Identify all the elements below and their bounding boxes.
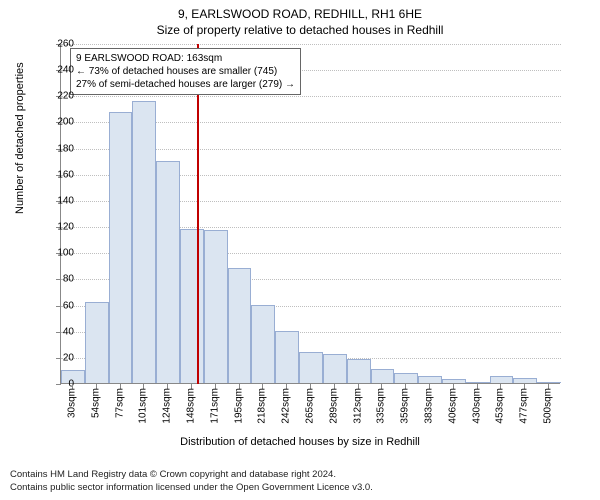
- xtick-label: 30sqm: [66, 388, 77, 418]
- ytick-label: 160: [44, 169, 74, 180]
- histogram-bar: [347, 359, 371, 383]
- histogram-bar: [418, 376, 442, 383]
- footer-line2: Contains public sector information licen…: [10, 482, 373, 494]
- ytick-label: 40: [44, 326, 74, 337]
- histogram-bar: [251, 305, 275, 383]
- xtick-label: 148sqm: [185, 388, 196, 424]
- histogram-bar: [299, 352, 323, 383]
- histogram-bar: [371, 369, 395, 383]
- histogram-bar: [323, 354, 347, 383]
- histogram-bar: [513, 378, 537, 383]
- xtick-label: 500sqm: [543, 388, 554, 424]
- histogram-bar: [537, 382, 561, 383]
- xtick-label: 195sqm: [233, 388, 244, 424]
- xtick-label: 289sqm: [328, 388, 339, 424]
- ytick-label: 120: [44, 222, 74, 233]
- xtick-label: 54sqm: [90, 388, 101, 418]
- xtick-label: 312sqm: [352, 388, 363, 424]
- xtick-label: 335sqm: [376, 388, 387, 424]
- ytick-label: 240: [44, 65, 74, 76]
- xtick-label: 171sqm: [209, 388, 220, 424]
- y-axis-label: Number of detached properties: [14, 62, 26, 214]
- gridline: [61, 44, 561, 45]
- ytick-label: 140: [44, 195, 74, 206]
- chart-title-block: 9, EARLSWOOD ROAD, REDHILL, RH1 6HE Size…: [0, 0, 600, 38]
- histogram-bar: [490, 376, 514, 383]
- ytick-label: 260: [44, 39, 74, 50]
- xtick-label: 383sqm: [424, 388, 435, 424]
- xtick-label: 77sqm: [114, 388, 125, 418]
- histogram-bar: [156, 161, 180, 383]
- xtick-label: 453sqm: [495, 388, 506, 424]
- histogram-bar: [442, 379, 466, 383]
- histogram-bar: [85, 302, 109, 383]
- footer-attribution: Contains HM Land Registry data © Crown c…: [10, 469, 373, 494]
- annotation-line3: 27% of semi-detached houses are larger (…: [76, 78, 295, 91]
- ytick-label: 200: [44, 117, 74, 128]
- ytick-label: 100: [44, 248, 74, 259]
- x-axis-label: Distribution of detached houses by size …: [0, 436, 600, 448]
- ytick-label: 80: [44, 274, 74, 285]
- reference-line: [197, 44, 199, 384]
- annotation-line2: ← 73% of detached houses are smaller (74…: [76, 65, 295, 78]
- ytick-label: 180: [44, 143, 74, 154]
- histogram-bar: [466, 382, 490, 383]
- xtick-label: 359sqm: [400, 388, 411, 424]
- histogram-bar: [228, 268, 252, 383]
- histogram-bar: [394, 373, 418, 383]
- histogram-bar: [180, 229, 204, 383]
- ytick-label: 220: [44, 91, 74, 102]
- xtick-label: 101sqm: [138, 388, 149, 424]
- xtick-label: 124sqm: [162, 388, 173, 424]
- histogram-bar: [132, 101, 156, 383]
- xtick-label: 218sqm: [257, 388, 268, 424]
- histogram-bar: [109, 112, 133, 383]
- chart-title-line2: Size of property relative to detached ho…: [0, 22, 600, 38]
- xtick-label: 430sqm: [471, 388, 482, 424]
- footer-line1: Contains HM Land Registry data © Crown c…: [10, 469, 373, 481]
- annotation-line1: 9 EARLSWOOD ROAD: 163sqm: [76, 52, 295, 65]
- chart-title-line1: 9, EARLSWOOD ROAD, REDHILL, RH1 6HE: [0, 6, 600, 22]
- annotation-box: 9 EARLSWOOD ROAD: 163sqm ← 73% of detach…: [70, 48, 301, 95]
- xtick-label: 242sqm: [281, 388, 292, 424]
- chart-area: 9 EARLSWOOD ROAD: 163sqm ← 73% of detach…: [60, 44, 580, 414]
- ytick-label: 60: [44, 300, 74, 311]
- gridline: [61, 96, 561, 97]
- ytick-label: 20: [44, 352, 74, 363]
- xtick-label: 406sqm: [447, 388, 458, 424]
- histogram-bar: [204, 230, 228, 383]
- xtick-label: 477sqm: [519, 388, 530, 424]
- plot-area: [60, 44, 560, 384]
- xtick-label: 265sqm: [305, 388, 316, 424]
- histogram-bar: [275, 331, 299, 383]
